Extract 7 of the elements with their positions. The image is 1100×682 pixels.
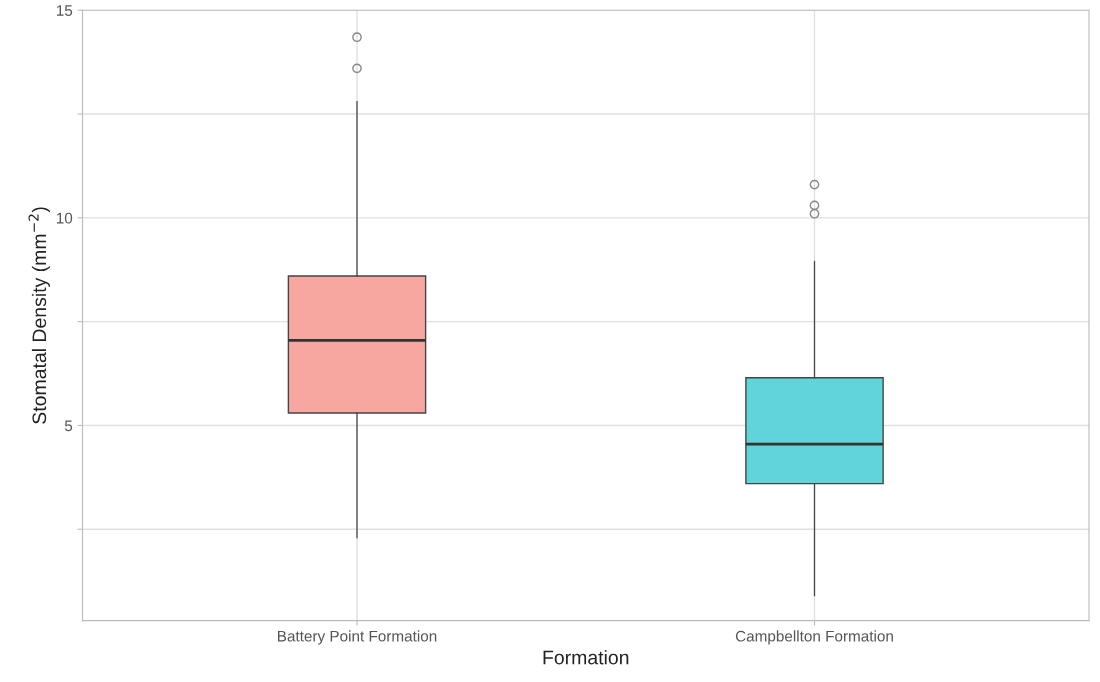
x-tick-label: Battery Point Formation [278,630,437,645]
y-tick-label: 15 [56,5,73,16]
x-axis-title: Formation [543,650,629,665]
y-axis-title: Stomatal Density (mm$^{−2}$) [28,207,51,424]
y-tick-label: 10 [56,212,73,224]
y-tick-label: 5 [64,420,73,432]
x-tick-label: Campbellton Formation [735,630,893,645]
